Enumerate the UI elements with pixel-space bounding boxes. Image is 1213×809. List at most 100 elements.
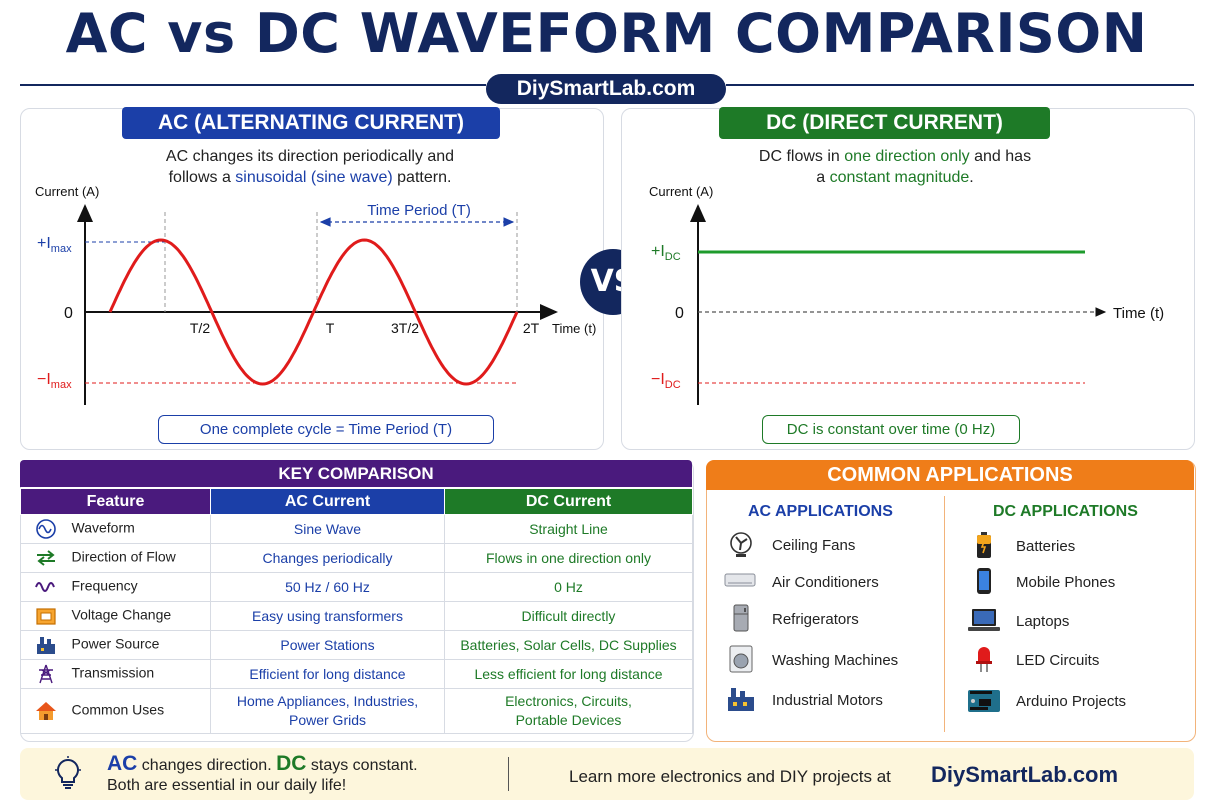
dc-desc-line2-post: . (969, 169, 974, 186)
dc-value: Electronics, Circuits, Portable Devices (444, 688, 693, 734)
ac-header: AC (ALTERNATING CURRENT) (122, 107, 500, 139)
industrial-motor-icon (728, 688, 754, 711)
table-row: Common Uses Home Appliances, Industries,… (20, 688, 693, 734)
feature-label: Voltage Change (71, 606, 172, 623)
comparison-title: KEY COMPARISON (20, 460, 692, 487)
feature-label: Waveform (71, 519, 135, 536)
dc-value: Difficult directly (444, 601, 693, 631)
washing-machine-icon (729, 645, 753, 673)
footer-site-link[interactable]: DiySmartLab.com (931, 762, 1119, 787)
footer-summary-line1: AC changes direction. DC stays constant. (107, 752, 418, 775)
ac-application-label: Washing Machines (772, 652, 899, 669)
dc-zero-tick: 0 (675, 305, 684, 322)
ac-sine-wave (108, 238, 519, 386)
ceiling-fan-icon (730, 532, 752, 557)
air-conditioner-icon (724, 573, 756, 587)
ac-application-label: Air Conditioners (772, 574, 879, 591)
comparison-header-row: Feature AC Current DC Current (20, 488, 693, 515)
dc-value: Flows in one direction only (444, 543, 693, 573)
arduino-board-icon (968, 690, 1000, 712)
dc-value: Batteries, Solar Cells, DC Supplies (444, 630, 693, 660)
dc-applications-heading: DC APPLICATIONS (993, 503, 1138, 520)
ac-description: AC changes its direction periodically an… (60, 146, 560, 188)
feature-label: Transmission (71, 664, 155, 681)
footer-divider (508, 757, 509, 791)
dc-waveform-chart: Current (A) Time (t) +IDC 0 −IDC (649, 184, 1164, 405)
comparison-table: Feature AC Current DC Current Waveform S… (20, 488, 693, 734)
dc-description: DC flows in one direction only and has a… (650, 146, 1140, 188)
dc-application-label: LED Circuits (1016, 652, 1100, 669)
ac-application-label: Industrial Motors (772, 692, 883, 709)
table-row: Frequency 50 Hz / 60 Hz 0 Hz (20, 572, 693, 602)
feature-label: Direction of Flow (71, 548, 176, 565)
led-icon (976, 647, 992, 672)
lightbulb-icon (55, 756, 81, 789)
dc-application-label: Batteries (1016, 538, 1076, 555)
dc-desc-highlight-2: constant magnitude (829, 169, 970, 186)
ac-desc-highlight: sinusoidal (sine wave) (235, 169, 393, 186)
ac-x-tick-2t: 2T (523, 320, 540, 336)
ac-value: Sine Wave (210, 514, 445, 544)
ac-panel (20, 108, 604, 450)
ac-applications-heading: AC APPLICATIONS (748, 503, 893, 520)
ac-application-label: Ceiling Fans (772, 537, 856, 554)
dc-application-label: Arduino Projects (1016, 693, 1127, 710)
ac-neg-imax-tick: −Imax (37, 371, 72, 391)
refrigerator-icon (733, 604, 749, 632)
dc-desc-line2-pre: a (816, 169, 830, 186)
dc-value: Less efficient for long distance (444, 659, 693, 689)
dc-desc-highlight-1: one direction only (844, 148, 970, 165)
battery-icon (977, 532, 991, 558)
ac-period-label: Time Period (T) (367, 202, 471, 219)
site-badge[interactable]: DiySmartLab.com (486, 74, 726, 104)
title-rule-left (20, 84, 486, 86)
footer-banner (20, 748, 1194, 800)
ac-value: Efficient for long distance (210, 659, 445, 689)
feature-label: Common Uses (71, 701, 165, 718)
dc-caption: DC is constant over time (0 Hz) (762, 415, 1020, 444)
header-ac: AC Current (210, 488, 445, 515)
feature-label: Power Source (71, 635, 160, 652)
dc-application-label: Mobile Phones (1016, 574, 1116, 591)
ac-x-tick-three-half: 3T/2 (391, 320, 419, 336)
header-feature: Feature (20, 488, 211, 515)
dc-x-axis-label: Time (t) (1113, 305, 1164, 322)
footer-summary-line2: Both are essential in our daily life! (107, 777, 347, 794)
dc-neg-idc-tick: −IDC (651, 371, 681, 391)
dc-desc-line1-pre: DC flows in (758, 148, 845, 165)
ac-desc-line2-post: pattern. (392, 169, 452, 186)
title-rule-right (726, 84, 1194, 86)
table-row: Voltage Change Easy using transformers D… (20, 601, 693, 631)
power-plant-icon (36, 637, 55, 654)
dc-value: 0 Hz (444, 572, 693, 602)
ac-desc-line2-pre: follows a (168, 169, 236, 186)
dc-panel (621, 108, 1195, 450)
frequency-wave-icon (34, 582, 55, 592)
house-icon (35, 702, 56, 720)
dc-header: DC (DIRECT CURRENT) (719, 107, 1050, 139)
ac-desc-line1: AC changes its direction periodically an… (165, 148, 455, 165)
feature-label: Frequency (71, 577, 138, 594)
table-row: Direction of Flow Changes periodically F… (20, 543, 693, 573)
table-row: Power Source Power Stations Batteries, S… (20, 630, 693, 660)
applications-title: COMMON APPLICATIONS (706, 460, 1194, 490)
ac-caption: One complete cycle = Time Period (T) (158, 415, 494, 444)
transmission-tower-icon (38, 664, 53, 684)
dc-desc-line1-post: and has (969, 148, 1032, 165)
table-row: Waveform Sine Wave Straight Line (20, 514, 693, 544)
ac-zero-tick: 0 (64, 305, 73, 322)
ac-value: Power Stations (210, 630, 445, 660)
ac-x-axis-label: Time (t) (552, 321, 596, 336)
footer-learn-text: Learn more electronics and DIY projects … (569, 767, 891, 786)
ac-x-tick-half: T/2 (190, 320, 210, 336)
ac-x-tick-t: T (326, 320, 335, 336)
ac-value: Changes periodically (210, 543, 445, 573)
ac-waveform-chart: Current (A) Time (t) Time Period (T) +Im… (35, 184, 596, 405)
ac-value: 50 Hz / 60 Hz (210, 572, 445, 602)
mobile-phone-icon (977, 568, 991, 594)
ac-y-axis-label: Current (A) (35, 184, 99, 199)
direction-arrows-icon (36, 550, 55, 566)
page-title: AC vs DC WAVEFORM COMPARISON (65, 2, 1148, 65)
transformer-icon (35, 608, 56, 625)
header-dc: DC Current (444, 488, 693, 515)
